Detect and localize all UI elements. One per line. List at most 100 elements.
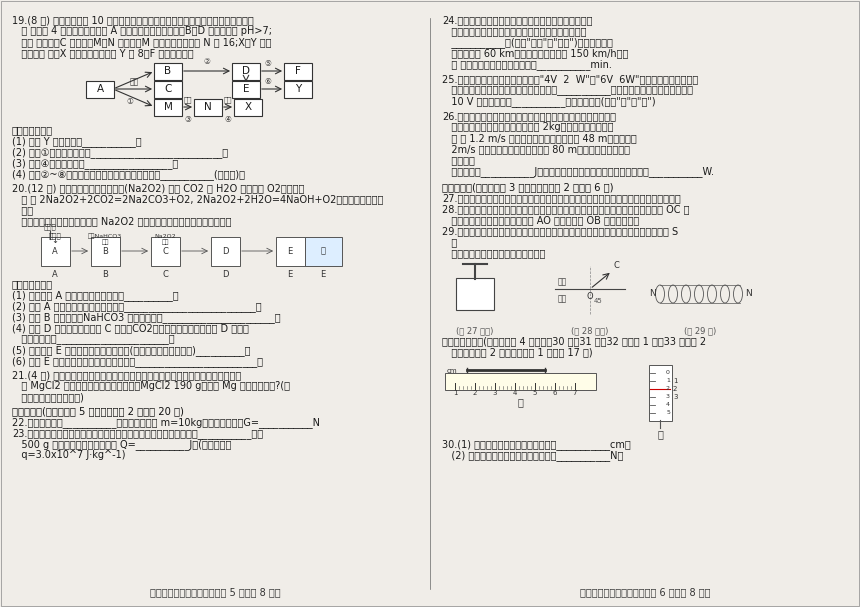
- Text: C: C: [164, 84, 172, 94]
- Text: 45: 45: [594, 298, 603, 304]
- Text: N: N: [745, 290, 752, 299]
- Text: 22.重力的方向是___________的，一物体质量 m=10kg，则物体的重力G=___________N: 22.重力的方向是___________的，一物体质量 m=10kg，则物体的重…: [12, 417, 320, 428]
- Text: 28.光从玻璃斜射入到空气中，在玻璃与空气的交界面上发生折射和反射，反射光线 OC 如: 28.光从玻璃斜射入到空气中，在玻璃与空气的交界面上发生折射和反射，反射光线 O…: [442, 204, 690, 214]
- Text: E: E: [287, 270, 292, 279]
- Text: 水: 水: [321, 246, 325, 256]
- Text: 玻璃: 玻璃: [558, 294, 568, 304]
- Text: A: A: [52, 246, 58, 256]
- Text: E: E: [243, 84, 249, 94]
- FancyBboxPatch shape: [234, 98, 262, 115]
- Text: 10 V 的电压下，则___________灯会被烧坏。(选填"甲"或"乙"): 10 V 的电压下，则___________灯会被烧坏。(选填"甲"或"乙"): [442, 96, 655, 107]
- Text: 理科综合（物理化学）试卷第 5 页（共 8 页）: 理科综合（物理化学）试卷第 5 页（共 8 页）: [150, 587, 280, 597]
- Text: 新型智能航拍无人机，机身总质量 2kg，小李操作该无人机: 新型智能航拍无人机，机身总质量 2kg，小李操作该无人机: [442, 122, 613, 132]
- Text: 标 出。由 4 种元素组成的固体 A 受热分解生成三种物质。B、D 的水溶液的 pH>7;: 标 出。由 4 种元素组成的固体 A 受热分解生成三种物质。B、D 的水溶液的 …: [12, 26, 272, 36]
- Text: 五、实验探究题(本大题包括 4 个小题，30 题、31 题、32 题每空 1 分，33 题连线 2: 五、实验探究题(本大题包括 4 个小题，30 题、31 题、32 题每空 1 分…: [442, 336, 706, 346]
- Text: 稀盐酸: 稀盐酸: [44, 223, 57, 230]
- Text: Na2O2: Na2O2: [154, 234, 175, 239]
- Text: (第 27 题图): (第 27 题图): [457, 326, 494, 335]
- Text: (3) 反应④在工业上用于__________________。: (3) 反应④在工业上用于__________________。: [12, 158, 178, 169]
- Text: 通常 状况下，C 呈液态，M、N 为气体，M 的相对分子质量比 N 大 16;X、Y 为两: 通常 状况下，C 呈液态，M、N 为气体，M 的相对分子质量比 N 大 16;X…: [12, 37, 272, 47]
- Text: Y: Y: [295, 84, 301, 94]
- Text: C: C: [162, 270, 168, 279]
- Text: 1: 1: [452, 390, 458, 396]
- Text: 的 MgCl2 制取的。完全电解熔融状态的MgCl2 190 g，制得 Mg 的质量是多少?(按: 的 MgCl2 制取的。完全电解熔融状态的MgCl2 190 g，制得 Mg 的…: [12, 381, 290, 391]
- Text: 都的距离是 60 km，列车的行驶速度为 150 km/h，则: 都的距离是 60 km，列车的行驶速度为 150 km/h，则: [442, 48, 629, 58]
- Text: 5: 5: [666, 410, 670, 416]
- Text: D: D: [222, 246, 228, 256]
- Text: (4) 装置 D 用于除去未被装置 C 转化的CO2，便于后续气体检验，则 D 中盛装: (4) 装置 D 用于除去未被装置 C 转化的CO2，便于后续气体检验，则 D …: [12, 323, 249, 333]
- Text: A: A: [96, 84, 103, 94]
- Text: ___________的(选填"静止"或"运动")，若德阳到成: ___________的(选填"静止"或"运动")，若德阳到成: [442, 37, 613, 48]
- Text: 同学: 同学: [12, 205, 34, 215]
- FancyBboxPatch shape: [304, 237, 341, 265]
- FancyBboxPatch shape: [211, 237, 239, 265]
- Text: (2) 装置 A 中发生反应的化学方程式为___________________________。: (2) 装置 A 中发生反应的化学方程式为___________________…: [12, 301, 261, 312]
- Text: C: C: [162, 246, 168, 256]
- FancyBboxPatch shape: [648, 364, 672, 421]
- Text: N: N: [204, 102, 212, 112]
- Text: 溶液: 溶液: [101, 239, 108, 245]
- Text: C: C: [613, 261, 619, 270]
- Text: 4: 4: [666, 402, 670, 407]
- Text: 26.无人机在现在的生产生活中有着广泛的应用，如图所示是一款: 26.无人机在现在的生产生活中有着广泛的应用，如图所示是一款: [442, 111, 616, 121]
- FancyBboxPatch shape: [445, 373, 595, 390]
- Text: 图所示，请在图中画出入射光线 AO 和折射光线 OB 的大致方向。: 图所示，请在图中画出入射光线 AO 和折射光线 OB 的大致方向。: [442, 215, 639, 225]
- Text: A: A: [52, 270, 58, 279]
- Text: F: F: [295, 66, 301, 76]
- Text: 3: 3: [493, 390, 497, 396]
- Text: (3) 装置 B 中盛装饱和NaHCO3 溶液的目的是_______________________。: (3) 装置 B 中盛装饱和NaHCO3 溶液的目的是_____________…: [12, 312, 280, 323]
- Text: 3: 3: [666, 395, 670, 399]
- FancyBboxPatch shape: [154, 63, 182, 80]
- Text: 三、填空题(本大题包括 5 个小题，每空 2 分，共 20 分): 三、填空题(本大题包括 5 个小题，每空 2 分，共 20 分): [12, 406, 184, 416]
- Text: (第 28 题图): (第 28 题图): [571, 326, 609, 335]
- Text: 高温: 高温: [184, 97, 193, 103]
- Text: 中需要克: 中需要克: [442, 155, 475, 165]
- Text: O: O: [587, 292, 593, 301]
- FancyBboxPatch shape: [86, 81, 114, 98]
- Text: N: N: [648, 290, 655, 299]
- Text: 19.(8 分) 初中化学常见 10 种物质有如下图所示的转化关系，部分反应物、生成物未: 19.(8 分) 初中化学常见 10 种物质有如下图所示的转化关系，部分反应物、…: [12, 15, 254, 25]
- FancyBboxPatch shape: [154, 98, 182, 115]
- Text: (2) 如图乙所示，弹簧测力计的示数为___________N。: (2) 如图乙所示，弹簧测力计的示数为___________N。: [442, 450, 624, 461]
- Text: 理 为 2Na2O2+2CO2=2Na2CO3+O2, 2Na2O2+2H2O=4NaOH+O2，某化学兴趣小组: 理 为 2Na2O2+2CO2=2Na2CO3+O2, 2Na2O2+2H2O=…: [12, 194, 384, 204]
- Text: 并用箭头表示螺线管中电流的方向。: 并用箭头表示螺线管中电流的方向。: [442, 248, 545, 258]
- Text: 回答下列问题：: 回答下列问题：: [12, 125, 53, 135]
- Text: ↓: ↓: [52, 236, 58, 245]
- Text: 500 g 酒精完全燃烧放出的热量 Q=___________J。(酒精的热值: 500 g 酒精完全燃烧放出的热量 Q=___________J。(酒精的热值: [12, 439, 231, 450]
- Text: 30.(1) 如图甲所示，所测物体的长度为___________cm。: 30.(1) 如图甲所示，所测物体的长度为___________cm。: [442, 439, 630, 450]
- Text: M: M: [163, 102, 173, 112]
- Text: ④: ④: [224, 115, 231, 124]
- Text: D: D: [242, 66, 250, 76]
- Text: B: B: [102, 270, 108, 279]
- FancyBboxPatch shape: [275, 237, 304, 265]
- Text: q=3.0x10^7 J·kg^-1): q=3.0x10^7 J·kg^-1): [12, 450, 126, 460]
- Text: ⑥: ⑥: [265, 77, 272, 86]
- Text: 27.如图所示，手提箱子离地在竖直方向处于静止状态，请在图中画出箱子的受力示意图。: 27.如图所示，手提箱子离地在竖直方向处于静止状态，请在图中画出箱子的受力示意图…: [442, 193, 681, 203]
- Text: 2: 2: [473, 390, 477, 396]
- Text: 25.甲、乙两小灯泡铭牌上分别标有"4V  2  W"和"6V  6W"，使用过程中每个小灯: 25.甲、乙两小灯泡铭牌上分别标有"4V 2 W"和"6V 6W"，使用过程中每…: [442, 74, 698, 84]
- Text: (1) 物质 Y 的化学式为___________。: (1) 物质 Y 的化学式为___________。: [12, 136, 142, 147]
- Text: X: X: [244, 102, 252, 112]
- FancyBboxPatch shape: [150, 237, 180, 265]
- Text: 服重力做功___________J，在整个飞行过程中克服重力做功的功率为___________W.: 服重力做功___________J，在整个飞行过程中克服重力做功的功率为____…: [442, 166, 714, 177]
- Text: (6) 装置 E 的试管中收集到的气体的来源有_________________________。: (6) 装置 E 的试管中收集到的气体的来源有_________________…: [12, 356, 263, 367]
- Text: 1: 1: [666, 379, 670, 384]
- Text: 29.如图所示，小磁针在通电螺线管作用下处于静止状态，请在图中标出通电螺线管的 S: 29.如图所示，小磁针在通电螺线管作用下处于静止状态，请在图中标出通电螺线管的 …: [442, 226, 679, 236]
- Text: 3: 3: [673, 394, 678, 400]
- Text: 规范步骤写出计算过程): 规范步骤写出计算过程): [12, 392, 84, 402]
- Text: 2m/s 的速度沿水平方向匀速飞行 80 m，无人机在上升过程: 2m/s 的速度沿水平方向匀速飞行 80 m，无人机在上升过程: [442, 144, 630, 154]
- Text: B: B: [102, 246, 108, 256]
- Text: cm: cm: [447, 368, 458, 374]
- Text: 四、作图题(本大题包括 3 个小题，每小题 2 分，共 6 分): 四、作图题(本大题包括 3 个小题，每小题 2 分，共 6 分): [442, 182, 613, 192]
- Text: 24.如图所示，假设高速列车从德阳到成都做匀速直线运: 24.如图所示，假设高速列车从德阳到成都做匀速直线运: [442, 15, 593, 25]
- Text: 20.(12 分) 查阅资料得知：过氧化钠(Na2O2) 可与 CO2 或 H2O 反应生成 O2，反应原: 20.(12 分) 查阅资料得知：过氧化钠(Na2O2) 可与 CO2 或 H2…: [12, 183, 304, 193]
- Text: E: E: [321, 270, 326, 279]
- Text: 的液体试剂是_______________________。: 的液体试剂是_______________________。: [12, 334, 175, 344]
- Text: 先 以 1.2 m/s 的速度沿竖直方向匀速上升 48 m，接着又以: 先 以 1.2 m/s 的速度沿竖直方向匀速上升 48 m，接着又以: [442, 133, 636, 143]
- Text: 泡的电阻均不变，若两灯都正常发光，则___________灯会更亮一些；若把两灯串联在: 泡的电阻均不变，若两灯都正常发光，则___________灯会更亮一些；若把两灯…: [442, 85, 693, 95]
- Text: (1) 写出装置 A 中任意一种仪器的名称__________。: (1) 写出装置 A 中任意一种仪器的名称__________。: [12, 290, 179, 301]
- FancyBboxPatch shape: [154, 81, 182, 98]
- FancyBboxPatch shape: [284, 81, 312, 98]
- Text: 小 东从德阳到成都所用的时间是___________min.: 小 东从德阳到成都所用的时间是___________min.: [442, 59, 611, 70]
- Text: 2: 2: [666, 387, 670, 392]
